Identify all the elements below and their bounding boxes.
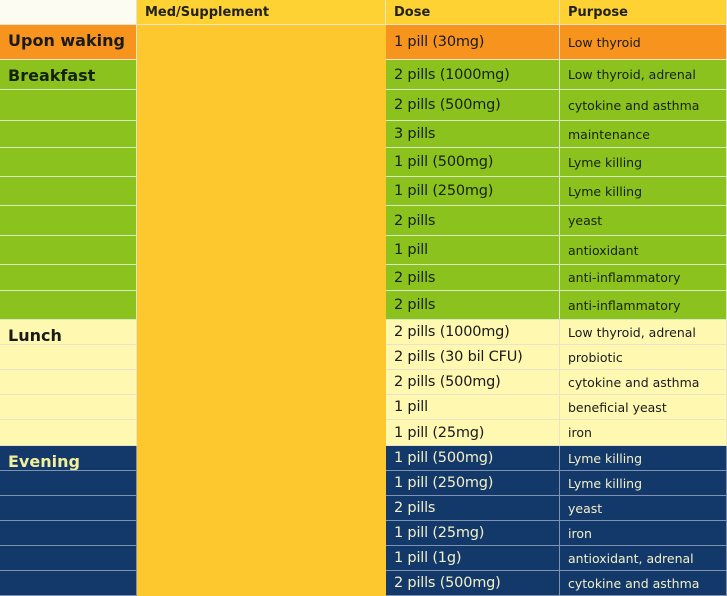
purpose: Low thyroid bbox=[560, 25, 727, 60]
time-cell bbox=[0, 345, 137, 370]
time-cell bbox=[0, 546, 137, 571]
purpose: antioxidant, adrenal bbox=[560, 546, 727, 571]
dose: 3 pills bbox=[386, 121, 560, 148]
purpose: probiotic bbox=[560, 345, 727, 370]
header-dose: Dose bbox=[386, 0, 560, 25]
dose: 1 pill (500mg) bbox=[386, 148, 560, 177]
dose: 2 pills (30 bil CFU) bbox=[386, 345, 560, 370]
time-cell bbox=[0, 471, 137, 496]
purpose: iron bbox=[560, 420, 727, 446]
dose: 1 pill (250mg) bbox=[386, 177, 560, 206]
dose: 2 pills (500mg) bbox=[386, 571, 560, 596]
purpose: yeast bbox=[560, 206, 727, 236]
time-cell bbox=[0, 521, 137, 546]
purpose: iron bbox=[560, 521, 727, 546]
time-cell bbox=[0, 265, 137, 291]
time-cell bbox=[0, 571, 137, 596]
time-cell bbox=[0, 420, 137, 446]
time-cell bbox=[0, 177, 137, 206]
time-cell bbox=[0, 206, 137, 236]
purpose: Lyme killing bbox=[560, 471, 727, 496]
dose: 2 pills bbox=[386, 291, 560, 320]
med-column bbox=[137, 25, 386, 596]
purpose: Lyme killing bbox=[560, 446, 727, 471]
dose: 2 pills bbox=[386, 206, 560, 236]
purpose: cytokine and asthma bbox=[560, 571, 727, 596]
dose: 2 pills (500mg) bbox=[386, 370, 560, 395]
dose: 1 pill (250mg) bbox=[386, 471, 560, 496]
dose: 1 pill (25mg) bbox=[386, 420, 560, 446]
dose: 2 pills (1000mg) bbox=[386, 320, 560, 345]
header-blank bbox=[0, 0, 137, 25]
purpose: maintenance bbox=[560, 121, 727, 148]
purpose: antioxidant bbox=[560, 236, 727, 265]
time-label: Breakfast bbox=[0, 60, 137, 90]
purpose: anti-inflammatory bbox=[560, 265, 727, 291]
time-cell bbox=[0, 236, 137, 265]
dose: 1 pill bbox=[386, 395, 560, 420]
purpose: Low thyroid, adrenal bbox=[560, 60, 727, 90]
dose: 2 pills bbox=[386, 496, 560, 521]
time-cell bbox=[0, 395, 137, 420]
dose: 2 pills (1000mg) bbox=[386, 60, 560, 90]
purpose: beneficial yeast bbox=[560, 395, 727, 420]
time-label: Evening bbox=[0, 446, 137, 471]
dose: 1 pill (500mg) bbox=[386, 446, 560, 471]
time-cell bbox=[0, 121, 137, 148]
dose: 2 pills (500mg) bbox=[386, 90, 560, 121]
dose: 2 pills bbox=[386, 265, 560, 291]
purpose: Lyme killing bbox=[560, 177, 727, 206]
purpose: Lyme killing bbox=[560, 148, 727, 177]
purpose: Low thyroid, adrenal bbox=[560, 320, 727, 345]
time-cell bbox=[0, 496, 137, 521]
time-label: Lunch bbox=[0, 320, 137, 345]
dose: 1 pill (30mg) bbox=[386, 25, 560, 60]
header-purpose: Purpose bbox=[560, 0, 727, 25]
time-label: Upon waking bbox=[0, 25, 137, 60]
purpose: anti-inflammatory bbox=[560, 291, 727, 320]
time-cell bbox=[0, 291, 137, 320]
dose: 1 pill (25mg) bbox=[386, 521, 560, 546]
dose: 1 pill bbox=[386, 236, 560, 265]
time-cell bbox=[0, 148, 137, 177]
header-med: Med/Supplement bbox=[137, 0, 386, 25]
purpose: cytokine and asthma bbox=[560, 90, 727, 121]
dose: 1 pill (1g) bbox=[386, 546, 560, 571]
purpose: cytokine and asthma bbox=[560, 370, 727, 395]
time-cell bbox=[0, 370, 137, 395]
time-cell bbox=[0, 90, 137, 121]
purpose: yeast bbox=[560, 496, 727, 521]
